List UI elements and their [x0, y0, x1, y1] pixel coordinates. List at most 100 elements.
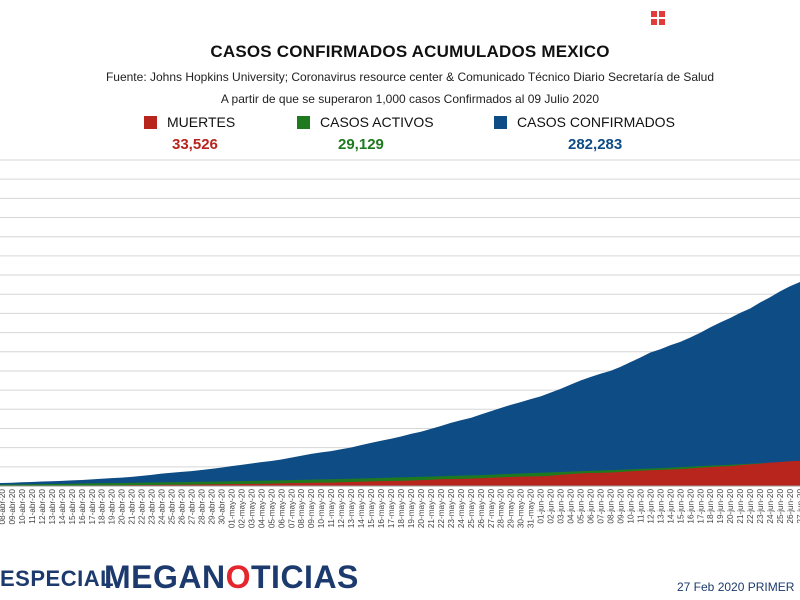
- footer-date: 27 Feb 2020 PRIMER: [677, 580, 795, 594]
- value-muertes: 33,526: [172, 136, 218, 153]
- x-tick-label: 02-may-20: [237, 489, 246, 529]
- x-tick-label: 26-jun-20: [786, 489, 795, 524]
- x-tick-label: 28-abr-20: [197, 489, 206, 525]
- x-tick-label: 19-may-20: [407, 489, 416, 529]
- x-tick-label: 25-abr-20: [168, 489, 177, 525]
- legend-item-confirmados: CASOS CONFIRMADOS: [494, 114, 675, 130]
- x-tick-label: 14-may-20: [357, 489, 366, 529]
- x-tick-label: 23-abr-20: [148, 489, 157, 525]
- x-tick-label: 24-may-20: [457, 489, 466, 529]
- legend-swatch-muertes: [144, 115, 157, 129]
- brand-part-2: TICIAS: [251, 559, 359, 595]
- brand-logo: MEGANOTICIAS: [104, 559, 359, 596]
- x-tick-label: 15-jun-20: [676, 489, 685, 524]
- x-tick-label: 09-may-20: [307, 489, 316, 529]
- x-tick-label: 27-may-20: [487, 489, 496, 529]
- x-tick-label: 13-jun-20: [656, 489, 665, 524]
- x-tick-label: 16-may-20: [377, 489, 386, 529]
- x-tick-label: 10-abr-20: [18, 489, 27, 525]
- x-tick-label: 17-abr-20: [88, 489, 97, 525]
- x-tick-label: 10-jun-20: [626, 489, 635, 524]
- value-activos: 29,129: [338, 136, 384, 153]
- legend-label-confirmados: CASOS CONFIRMADOS: [517, 114, 675, 130]
- legend-swatch-activos: [297, 115, 310, 129]
- value-confirmados: 282,283: [568, 136, 623, 153]
- x-tick-label: 23-may-20: [447, 489, 456, 529]
- x-tick-label: 16-abr-20: [78, 489, 87, 525]
- x-tick-label: 18-abr-20: [98, 489, 107, 525]
- series-area-0: [0, 281, 800, 486]
- x-tick-label: 09-abr-20: [8, 489, 17, 525]
- x-tick-label: 11-abr-20: [28, 489, 37, 524]
- x-tick-label: 06-may-20: [277, 489, 286, 529]
- x-tick-label: 20-abr-20: [118, 489, 127, 525]
- x-tick-label: 27-abr-20: [188, 489, 197, 525]
- x-tick-label: 07-jun-20: [596, 489, 605, 524]
- x-tick-label: 25-jun-20: [776, 489, 785, 524]
- legend-item-muertes: MUERTES: [144, 114, 235, 130]
- x-tick-label: 06-jun-20: [587, 489, 596, 524]
- chart-title: CASOS CONFIRMADOS ACUMULADOS MEXICO: [210, 42, 610, 61]
- x-tick-label: 05-jun-20: [577, 489, 586, 524]
- x-tick-label: 01-jun-20: [537, 489, 546, 524]
- x-tick-label: 14-abr-20: [58, 489, 67, 525]
- x-tick-label: 13-abr-20: [48, 489, 57, 525]
- x-tick-label: 29-abr-20: [207, 489, 216, 525]
- x-tick-label: 02-jun-20: [547, 489, 556, 524]
- x-tick-label: 16-jun-20: [686, 489, 695, 524]
- x-tick-label: 21-may-20: [427, 489, 436, 529]
- brand-part-1: MEGAN: [104, 559, 226, 595]
- x-tick-label: 26-abr-20: [178, 489, 187, 525]
- x-tick-label: 27-jun-20: [796, 489, 800, 524]
- x-tick-label: 09-jun-20: [616, 489, 625, 524]
- x-tick-label: 01-may-20: [227, 489, 236, 529]
- chart-source: Fuente: Johns Hopkins University; Corona…: [105, 70, 715, 84]
- x-tick-label: 17-jun-20: [696, 489, 705, 524]
- x-tick-label: 17-may-20: [387, 489, 396, 529]
- x-tick-label: 15-may-20: [367, 489, 376, 529]
- x-tick-label: 30-abr-20: [217, 489, 226, 525]
- x-tick-label: 14-jun-20: [666, 489, 675, 524]
- legend-label-muertes: MUERTES: [167, 114, 236, 130]
- legend-label-activos: CASOS ACTIVOS: [320, 114, 434, 130]
- x-tick-label: 13-may-20: [347, 489, 356, 529]
- x-tick-label: 12-jun-20: [646, 489, 655, 524]
- x-tick-label: 21-abr-20: [128, 489, 137, 525]
- x-tick-label: 28-may-20: [497, 489, 506, 529]
- x-tick-label: 03-jun-20: [557, 489, 566, 524]
- meganoticias-mark-icon: [651, 11, 665, 25]
- x-tick-label: 18-jun-20: [706, 489, 715, 524]
- x-tick-label: 10-may-20: [317, 489, 326, 529]
- x-tick-label: 05-may-20: [267, 489, 276, 529]
- x-tick-label: 03-may-20: [247, 489, 256, 529]
- x-tick-label: 29-may-20: [507, 489, 516, 529]
- x-tick-label: 12-may-20: [337, 489, 346, 529]
- x-tick-label: 18-may-20: [397, 489, 406, 529]
- x-tick-label: 15-abr-20: [68, 489, 77, 525]
- x-tick-label: 26-may-20: [477, 489, 486, 529]
- x-tick-label: 19-abr-20: [108, 489, 117, 525]
- x-tick-label: 11-may-20: [327, 489, 336, 528]
- x-tick-label: 07-may-20: [287, 489, 296, 529]
- x-tick-label: 08-abr-20: [0, 489, 7, 525]
- x-tick-label: 30-may-20: [517, 489, 526, 529]
- x-tick-label: 04-may-20: [257, 489, 266, 529]
- x-tick-label: 23-jun-20: [756, 489, 765, 524]
- x-tick-label: 22-may-20: [437, 489, 446, 529]
- x-tick-label: 31-may-20: [527, 489, 536, 529]
- chart-note: A partir de que se superaron 1,000 casos…: [220, 92, 600, 106]
- x-tick-label: 20-jun-20: [726, 489, 735, 524]
- x-tick-label: 24-abr-20: [158, 489, 167, 525]
- brand-accent: O: [225, 559, 251, 595]
- x-tick-label: 20-may-20: [417, 489, 426, 529]
- x-tick-label: 25-may-20: [467, 489, 476, 529]
- x-tick-label: 12-abr-20: [38, 489, 47, 525]
- x-tick-label: 08-jun-20: [606, 489, 615, 524]
- x-tick-label: 04-jun-20: [567, 489, 576, 524]
- section-label: ESPECIAL: [0, 566, 115, 591]
- x-tick-label: 08-may-20: [297, 489, 306, 529]
- x-tick-label: 22-jun-20: [746, 489, 755, 524]
- legend-swatch-confirmados: [494, 115, 507, 129]
- area-chart: 07-abr-2008-abr-2009-abr-2010-abr-2011-a…: [0, 159, 800, 529]
- x-tick-label: 22-abr-20: [138, 489, 147, 525]
